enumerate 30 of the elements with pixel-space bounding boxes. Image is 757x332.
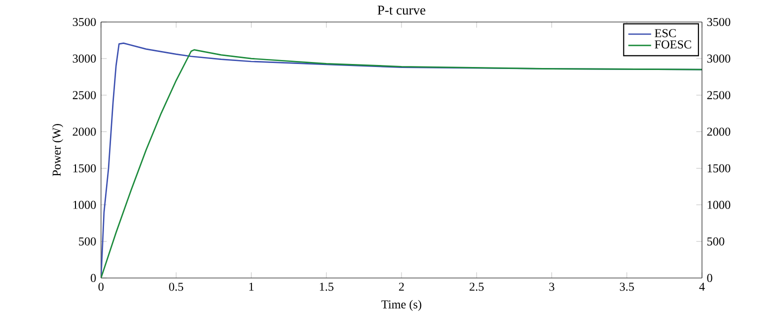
legend-label: ESC bbox=[654, 29, 676, 38]
x-tick-label: 3.5 bbox=[620, 282, 634, 291]
y-tick-label: 1000 bbox=[73, 200, 96, 209]
x-tick-label: 4 bbox=[699, 282, 705, 291]
x-tick-label: 0 bbox=[98, 282, 104, 291]
x-tick-label: 2.5 bbox=[470, 282, 484, 291]
y2-tick-label: 3000 bbox=[707, 54, 730, 63]
y2-tick-label: 500 bbox=[707, 237, 724, 246]
chart-title: P-t curve bbox=[378, 6, 426, 15]
x-tick-label: 0.5 bbox=[169, 282, 184, 291]
x-tick-label: 3 bbox=[549, 282, 554, 291]
y2-tick-label: 0 bbox=[707, 274, 712, 282]
y-tick-label: 0 bbox=[90, 274, 96, 282]
y-tick-label: 3500 bbox=[72, 18, 96, 26]
legend-label: FOESC bbox=[654, 40, 692, 48]
y2-tick-label: 1500 bbox=[708, 164, 730, 172]
y-tick-label: 2500 bbox=[72, 91, 96, 100]
y-tick-label: 500 bbox=[78, 237, 96, 246]
x-tick-label: 1 bbox=[249, 282, 254, 291]
x-tick-label: 1.5 bbox=[320, 282, 334, 291]
y2-tick-label: 2500 bbox=[707, 91, 730, 100]
y-tick-label: 1500 bbox=[73, 164, 96, 172]
y2-tick-label: 1000 bbox=[708, 200, 730, 209]
x-tick-label: 2 bbox=[399, 282, 404, 291]
y-tick-label: 3000 bbox=[72, 54, 96, 63]
y2-tick-label: 2000 bbox=[707, 128, 730, 136]
y-tick-label: 2000 bbox=[72, 128, 96, 136]
y-axis-title: Power (W) bbox=[52, 124, 64, 176]
x-axis-title: Time (s) bbox=[381, 300, 422, 311]
y2-tick-label: 3500 bbox=[707, 18, 730, 26]
